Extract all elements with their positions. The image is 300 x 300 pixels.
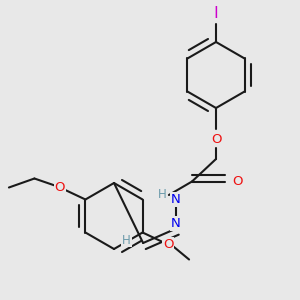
Text: I: I — [214, 6, 218, 21]
Text: O: O — [211, 133, 221, 146]
Text: H: H — [122, 233, 131, 247]
Text: N: N — [171, 193, 181, 206]
Text: N: N — [171, 217, 181, 230]
Text: O: O — [232, 175, 243, 188]
Text: O: O — [55, 181, 65, 194]
Text: H: H — [158, 188, 166, 202]
Text: O: O — [163, 238, 173, 251]
